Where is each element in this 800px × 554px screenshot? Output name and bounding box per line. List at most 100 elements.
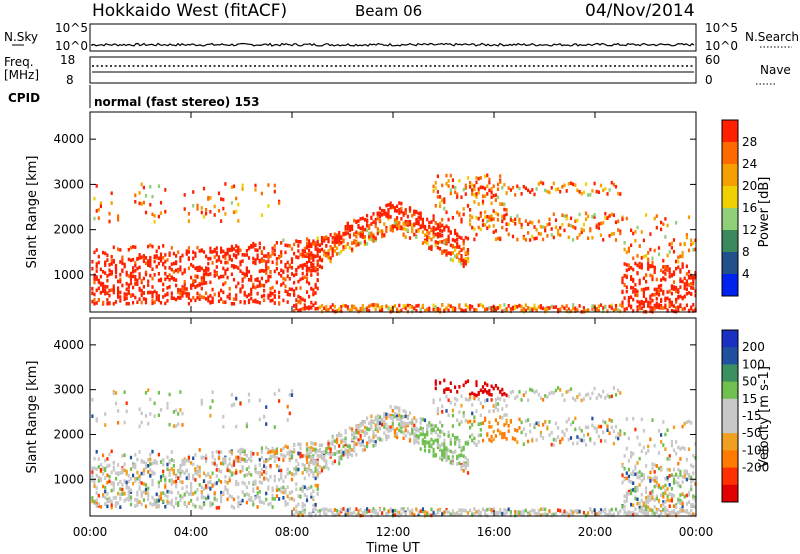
- velocity-echo-1440: [436, 440, 439, 444]
- velocity-echo-575: [235, 396, 238, 401]
- velocity-echo-788: [290, 477, 294, 482]
- velocity-echo-6: [91, 474, 94, 478]
- power-echo-441: [200, 210, 203, 215]
- velocity-echo-323: [170, 458, 173, 462]
- velocity-echo-1846: [548, 433, 551, 437]
- velocity-echo-563: [232, 460, 236, 465]
- velocity-echo-1068: [346, 449, 349, 453]
- power-echo-408: [194, 266, 197, 271]
- power-echo-1882: [572, 238, 575, 242]
- power-echo-1247: [391, 224, 394, 229]
- velocity-echo-1856: [552, 443, 555, 447]
- power-echo-1388: [426, 235, 429, 239]
- cpid-program: normal (fast stereo) 153: [94, 95, 260, 109]
- power-echo-276: [157, 184, 160, 188]
- velocity-echo-1688: [488, 389, 491, 393]
- power-echo-304: [164, 209, 167, 214]
- power-echo-2252: [679, 279, 682, 284]
- velocity-echo-1202: [378, 508, 382, 512]
- power-echo-1821: [542, 306, 545, 311]
- power-echo-696: [265, 263, 268, 268]
- velocity-echo-827: [299, 451, 302, 456]
- power-echo-2304: [692, 279, 695, 283]
- power-echo-572: [232, 302, 236, 306]
- power-echo-2120: [651, 274, 654, 279]
- velocity-echo-2131: [649, 476, 652, 481]
- velocity-echo-1040: [340, 456, 343, 461]
- velocity-echo-21: [95, 486, 98, 490]
- power-echo-1056: [344, 244, 347, 249]
- velocity-echo-144: [125, 409, 128, 414]
- velocity-echo-1935: [589, 437, 592, 441]
- power-echo-1178: [374, 238, 377, 242]
- velocity-echo-1585: [462, 461, 465, 465]
- velocity-echo-1514: [449, 437, 452, 442]
- velocity-echo-1924: [584, 425, 588, 430]
- power-echo-5: [91, 259, 94, 264]
- velocity-echo-1773: [516, 428, 519, 433]
- velocity-echo-1974: [606, 393, 609, 398]
- power-echo-2141: [655, 277, 658, 282]
- power-echo-591: [237, 247, 240, 252]
- velocity-echo-1901: [572, 513, 575, 517]
- velocity-echo-618: [247, 497, 251, 502]
- power-echo-136: [123, 264, 126, 268]
- power-echo-1719: [501, 217, 504, 221]
- power-echo-1646: [479, 227, 482, 232]
- velocity-echo-968: [323, 454, 326, 459]
- power-echo-1843: [552, 305, 555, 310]
- velocity-echo-1679: [486, 432, 489, 436]
- velocity-echo-64: [106, 473, 109, 478]
- power-echo-1868: [565, 216, 568, 221]
- velocity-echo-449: [205, 496, 208, 501]
- velocity-echo-1181: [374, 415, 377, 420]
- power-echo-843: [301, 252, 304, 257]
- power-echo-1979: [617, 308, 620, 312]
- power-echo-1491: [447, 239, 450, 244]
- velocity-echo-1244: [389, 428, 392, 433]
- velocity-echo-2059: [632, 416, 635, 421]
- velocity-echo-620: [247, 471, 251, 475]
- velocity-echo-844: [303, 464, 306, 468]
- velocity-xlabel: Time UT: [365, 541, 419, 554]
- power-echo-1729: [503, 216, 506, 221]
- velocity-echo-2334: [692, 453, 695, 458]
- power-echo-1446: [439, 221, 442, 226]
- power-echo-1179: [374, 236, 377, 240]
- power-echo-420: [196, 268, 199, 272]
- velocity-echo-1023: [335, 440, 339, 444]
- power-echo-1120: [359, 306, 362, 311]
- velocity-echo-607: [243, 449, 246, 453]
- velocity-echo-115: [119, 479, 122, 484]
- power-echo-2213: [670, 245, 673, 250]
- power-echo-2188: [666, 290, 669, 294]
- power-echo-129: [121, 255, 124, 260]
- power-echo-1940: [599, 221, 603, 226]
- power-echo-1650: [481, 194, 485, 199]
- power-echo-1005: [331, 240, 334, 244]
- power-echo-2232: [675, 266, 678, 271]
- velocity-echo-1146: [366, 427, 369, 431]
- power-echo-1284: [400, 217, 403, 221]
- power-echo-233: [149, 260, 152, 264]
- power-echo-821: [297, 249, 300, 253]
- velocity-echo-2124: [647, 475, 650, 480]
- velocity-echo-253: [153, 459, 156, 463]
- velocity-echo-1011: [333, 445, 336, 449]
- velocity-echo-535: [226, 488, 229, 492]
- power-echo-1435: [436, 223, 439, 227]
- velocity-echo-1652: [479, 421, 482, 426]
- power-echo-1590: [464, 186, 467, 190]
- velocity-echo-1066: [346, 444, 349, 449]
- power-echo-15: [93, 196, 96, 201]
- power-echo-954: [318, 248, 321, 253]
- power-echo-1545: [456, 253, 459, 257]
- power-echo-53: [102, 250, 105, 255]
- velocity-echo-739: [278, 497, 281, 501]
- power-echo-2056: [636, 225, 639, 230]
- power-echo-911: [312, 242, 315, 246]
- power-echo-1352: [417, 216, 420, 220]
- velocity-echo-2013: [623, 494, 626, 499]
- velocity-echo-1117: [359, 441, 362, 446]
- power-echo-1840: [552, 235, 555, 240]
